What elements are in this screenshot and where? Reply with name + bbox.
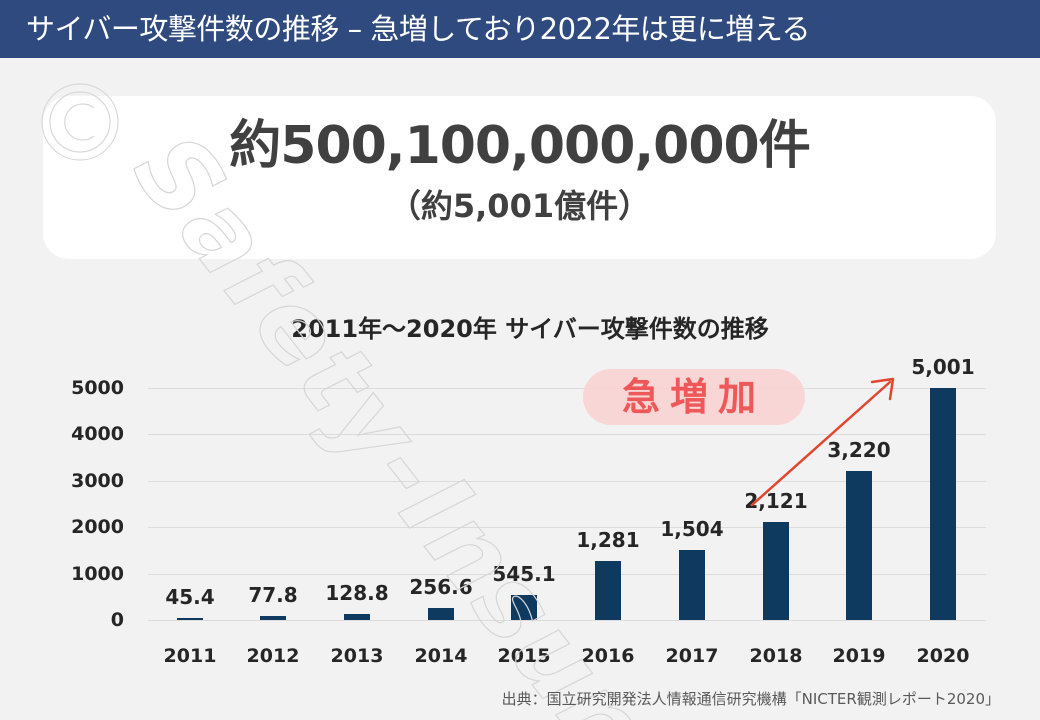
gridline — [148, 480, 986, 482]
x-axis-tick-label: 2019 — [832, 645, 886, 667]
bar-2011 — [177, 617, 203, 620]
bar-value-label: 5,001 — [911, 354, 975, 379]
bar-value-label: 1,504 — [660, 517, 724, 542]
y-axis-tick-label: 5000 — [71, 377, 124, 399]
bar-2017 — [679, 550, 705, 620]
bar-value-label: 77.8 — [248, 583, 298, 608]
bar-value-label: 45.4 — [165, 584, 215, 609]
bar-value-label: 3,220 — [827, 437, 891, 462]
bar-2015 — [511, 594, 537, 620]
badge-label: 急増加 — [621, 375, 766, 419]
x-axis-tick-label: 2020 — [916, 645, 970, 667]
bar-2018 — [763, 521, 789, 620]
x-axis-tick-label: 2014 — [414, 645, 468, 667]
bar-value-label: 256.6 — [409, 575, 473, 600]
y-axis-tick-label: 4000 — [71, 423, 124, 446]
bar-2013 — [344, 614, 370, 620]
bar-value-label: 2,121 — [744, 488, 808, 513]
bar-value-label: 1,281 — [576, 527, 640, 552]
chart-title: 2011年～2020年 サイバー攻撃件数の推移 — [291, 315, 769, 343]
gridline — [148, 434, 986, 436]
y-axis-tick-label: 0 — [110, 609, 124, 631]
rapid-increase-badge: 急増加 — [583, 369, 805, 425]
x-axis-tick-label: 2013 — [330, 645, 384, 667]
summary-card: 約500,100,000,000件 （約5,001億件） — [43, 96, 996, 259]
y-axis-tick-label: 3000 — [71, 469, 124, 492]
bar-2019 — [846, 470, 872, 620]
x-axis-tick-label: 2016 — [581, 645, 635, 667]
y-axis-tick-label: 1000 — [71, 562, 124, 585]
x-axis-tick-label: 2015 — [497, 645, 551, 667]
x-axis-tick-label: 2017 — [665, 645, 719, 667]
summary-subtotal: （約5,001億件） — [388, 187, 651, 225]
x-axis-tick-label: 2018 — [749, 645, 803, 667]
bar-value-label: 128.8 — [325, 581, 389, 606]
bar-2016 — [595, 560, 621, 620]
y-axis-tick-label: 2000 — [71, 516, 124, 539]
summary-total: 約500,100,000,000件 — [229, 116, 810, 176]
x-axis-tick-label: 2011 — [163, 645, 217, 667]
header-bar: サイバー攻撃件数の推移 – 急増しており2022年は更に増える — [0, 0, 1040, 58]
page-title: サイバー攻撃件数の推移 – 急増しており2022年は更に増える — [26, 12, 811, 46]
x-axis-tick-label: 2012 — [246, 645, 300, 667]
bar-2020 — [930, 387, 956, 620]
bar-2012 — [260, 616, 286, 620]
gridline — [148, 573, 986, 575]
source-citation: 出典：国立研究開発法人情報通信研究機構「NICTER観測レポート2020」 — [501, 690, 1000, 708]
bar-value-label: 545.1 — [492, 561, 556, 586]
gridline — [148, 620, 986, 621]
gridline — [148, 388, 986, 389]
bar-2014 — [428, 608, 454, 620]
gridline — [148, 527, 986, 529]
